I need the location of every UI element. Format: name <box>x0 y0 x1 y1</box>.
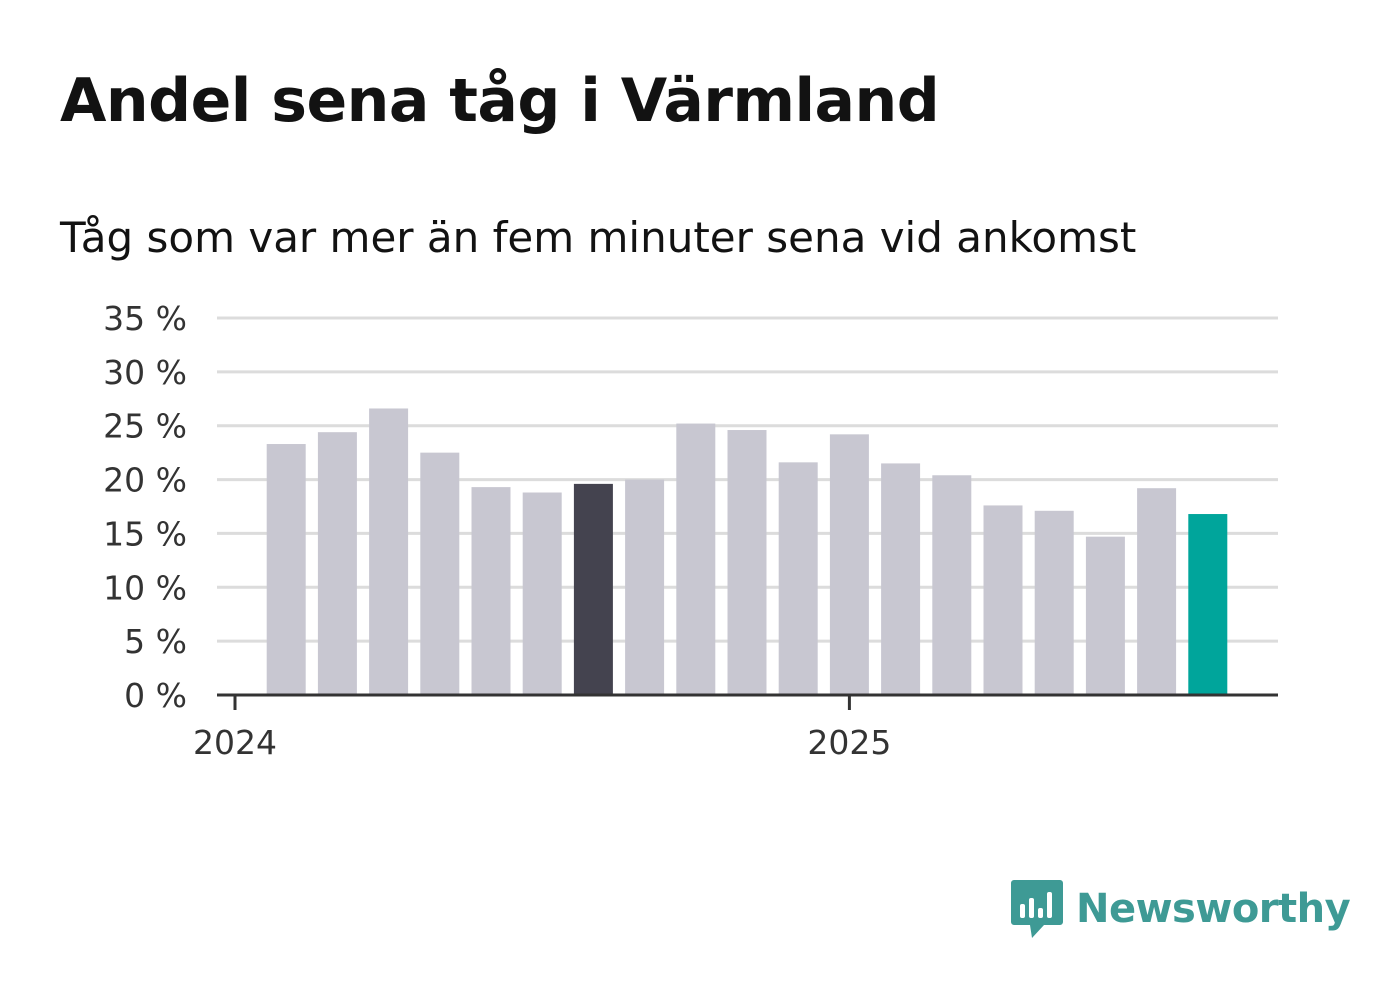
y-tick-label: 15 % <box>103 514 187 553</box>
bar <box>317 432 357 695</box>
x-tick-label: 2024 <box>193 723 277 762</box>
logo-text: Newsworthy <box>1076 886 1351 932</box>
bar <box>1034 510 1074 695</box>
bar <box>625 479 665 695</box>
bar <box>829 434 869 695</box>
axes <box>217 693 1278 710</box>
y-tick-label: 5 % <box>124 622 187 661</box>
chart-subtitle: Tåg som var mer än fem minuter sena vid … <box>60 213 1137 262</box>
bar <box>932 475 972 695</box>
x-tick-label: 2025 <box>807 723 891 762</box>
y-tick-label: 25 % <box>103 407 187 446</box>
bar <box>676 423 716 695</box>
bar <box>1137 488 1177 695</box>
bars <box>266 408 1228 695</box>
bar <box>420 452 460 695</box>
bar <box>266 444 306 695</box>
bar <box>727 430 767 695</box>
bar <box>573 483 613 695</box>
bar <box>983 505 1023 695</box>
y-tick-label: 35 % <box>103 299 187 338</box>
y-tick-label: 20 % <box>103 461 187 500</box>
bar-chart: 0 % 5 % 10 % 15 % 20 % 25 % 30 % 35 % 2024 2025 <box>103 299 1278 762</box>
y-tick-label: 0 % <box>124 676 187 715</box>
x-axis-labels: 2024 2025 <box>193 723 891 762</box>
bar <box>1188 514 1228 695</box>
bar <box>778 462 818 695</box>
y-tick-label: 30 % <box>103 353 187 392</box>
bar-chart-speech-bubble-icon <box>1011 880 1063 938</box>
y-axis-labels: 0 % 5 % 10 % 15 % 20 % 25 % 30 % 35 % <box>103 299 187 715</box>
newsworthy-logo: Newsworthy <box>1010 878 1351 940</box>
bar <box>471 487 511 695</box>
bar <box>881 463 921 695</box>
chart-title: Andel sena tåg i Värmland <box>60 66 940 136</box>
y-tick-label: 10 % <box>103 568 187 607</box>
bar <box>1085 536 1125 695</box>
bar <box>369 408 409 695</box>
bar <box>522 492 562 695</box>
